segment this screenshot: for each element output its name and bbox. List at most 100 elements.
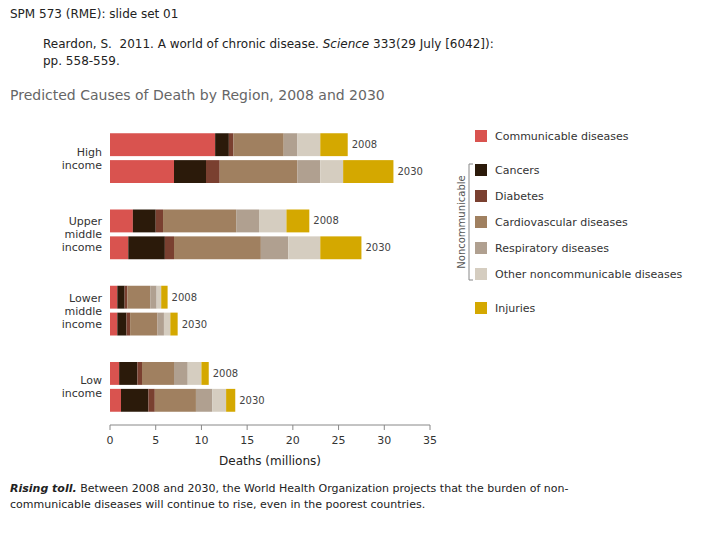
bar-segment — [148, 389, 154, 412]
bar-segment — [174, 236, 261, 259]
x-axis — [110, 425, 430, 426]
y-tick-label-line: middle — [64, 228, 102, 241]
x-tick — [430, 425, 431, 430]
x-tick — [384, 425, 385, 430]
bar-segment — [130, 313, 157, 336]
y-tick-label: Lowincome — [62, 374, 103, 400]
reference-part: Reardon, S. 2011. A world of chronic dis… — [43, 37, 323, 51]
bar-segment — [320, 160, 343, 183]
bars — [110, 133, 393, 412]
bar-segment — [297, 160, 320, 183]
y-tick-label-line: Lower — [69, 291, 102, 304]
x-tick — [155, 425, 156, 430]
bar-segment — [121, 389, 148, 412]
legend-entry: Respiratory diseases — [495, 242, 609, 255]
bar-segment — [142, 362, 174, 385]
bar-segment — [226, 389, 235, 412]
caption-text: Between 2008 and 2030, the World Health … — [77, 482, 569, 495]
y-tick-label-line: High — [77, 145, 102, 158]
y-tick-label: Lowermiddleincome — [62, 291, 103, 330]
y-tick-label-line: Upper — [69, 215, 103, 228]
bar-segment — [236, 210, 259, 233]
header: SPM 573 (RME): slide set 01 — [10, 7, 178, 21]
bar-segment — [110, 133, 215, 156]
bar-year-label: 2008 — [172, 292, 197, 303]
bar-segment — [110, 286, 117, 309]
x-tick-label: 0 — [107, 434, 114, 447]
bar-segment — [128, 236, 165, 259]
bar-segment — [156, 210, 163, 233]
bar-segment — [288, 236, 320, 259]
bar-segment — [127, 286, 150, 309]
y-tick-label-line: middle — [64, 304, 102, 317]
bar-segment — [284, 133, 298, 156]
x-tick-label: 20 — [286, 434, 300, 447]
bar-segment — [343, 160, 393, 183]
y-tick-label-line: Low — [80, 374, 102, 387]
x-tick — [338, 425, 339, 430]
x-tick-label: 10 — [194, 434, 208, 447]
bar-year-label: 2030 — [239, 395, 264, 406]
bar-segment — [229, 133, 234, 156]
bar-year-label: 2030 — [365, 242, 390, 253]
bar-segment — [297, 133, 320, 156]
legend-group-label: Noncommunicable — [456, 175, 467, 268]
reference-part: pp. 558-559. — [43, 54, 120, 68]
bar-segment — [125, 286, 128, 309]
caption-bold: Rising toll. — [10, 482, 77, 495]
bar-year-label: 2008 — [352, 139, 377, 150]
legend-swatch — [475, 242, 487, 254]
legend-entry: Injuries — [495, 302, 536, 315]
bar-segment — [110, 210, 133, 233]
y-tick-label-line: income — [62, 317, 103, 330]
legend-swatch — [475, 268, 487, 280]
bar-segment — [117, 313, 126, 336]
bar-segment — [165, 236, 174, 259]
bar-segment — [259, 210, 286, 233]
bar-segment — [137, 362, 142, 385]
reference-part: 333(29 July [6042]): — [369, 37, 494, 51]
bar-segment — [110, 313, 117, 336]
bar-segment — [286, 210, 309, 233]
bar-segment — [174, 160, 206, 183]
bar-segment — [215, 133, 229, 156]
caption: Rising toll. Between 2008 and 2030, the … — [10, 482, 569, 511]
bar-segment — [196, 389, 212, 412]
x-tick-label: 30 — [377, 434, 391, 447]
bar-segment — [110, 389, 121, 412]
legend-swatch — [475, 216, 487, 228]
bar-year-label: 2008 — [213, 368, 238, 379]
x-tick-label: 25 — [332, 434, 346, 447]
bar-segment — [261, 236, 288, 259]
bar-segment — [110, 236, 128, 259]
y-tick-label: Highincome — [62, 145, 103, 171]
legend-swatch — [475, 164, 487, 176]
bar-segment — [126, 313, 130, 336]
y-tick-label-line: income — [62, 387, 103, 400]
bar-year-label: 2030 — [182, 319, 207, 330]
bar-segment — [233, 133, 283, 156]
reference-part: Science — [323, 37, 370, 51]
bar-segment — [174, 362, 188, 385]
caption-text: communicable diseases will continue to r… — [10, 498, 425, 511]
bar-segment — [133, 210, 156, 233]
bar-year-label: 2030 — [397, 166, 422, 177]
bar-segment — [158, 313, 164, 336]
legend-entry: Cancers — [495, 164, 540, 177]
bar-segment — [163, 210, 236, 233]
x-tick — [110, 425, 111, 430]
bar-segment — [110, 160, 174, 183]
bar-segment — [188, 362, 202, 385]
x-tick — [201, 425, 202, 430]
bar-labels: 20082030200820302008203020082030 — [172, 139, 423, 406]
x-tick — [292, 425, 293, 430]
legend-entry: Communicable diseases — [495, 130, 629, 143]
y-tick-label: Uppermiddleincome — [62, 215, 103, 254]
bar-segment — [155, 389, 196, 412]
reference: Reardon, S. 2011. A world of chronic dis… — [43, 37, 494, 51]
bar-segment — [157, 286, 162, 309]
x-tick-label: 35 — [423, 434, 437, 447]
bar-segment — [320, 133, 347, 156]
bar-segment — [170, 313, 177, 336]
legend-entry: Cardiovascular diseases — [495, 216, 628, 229]
